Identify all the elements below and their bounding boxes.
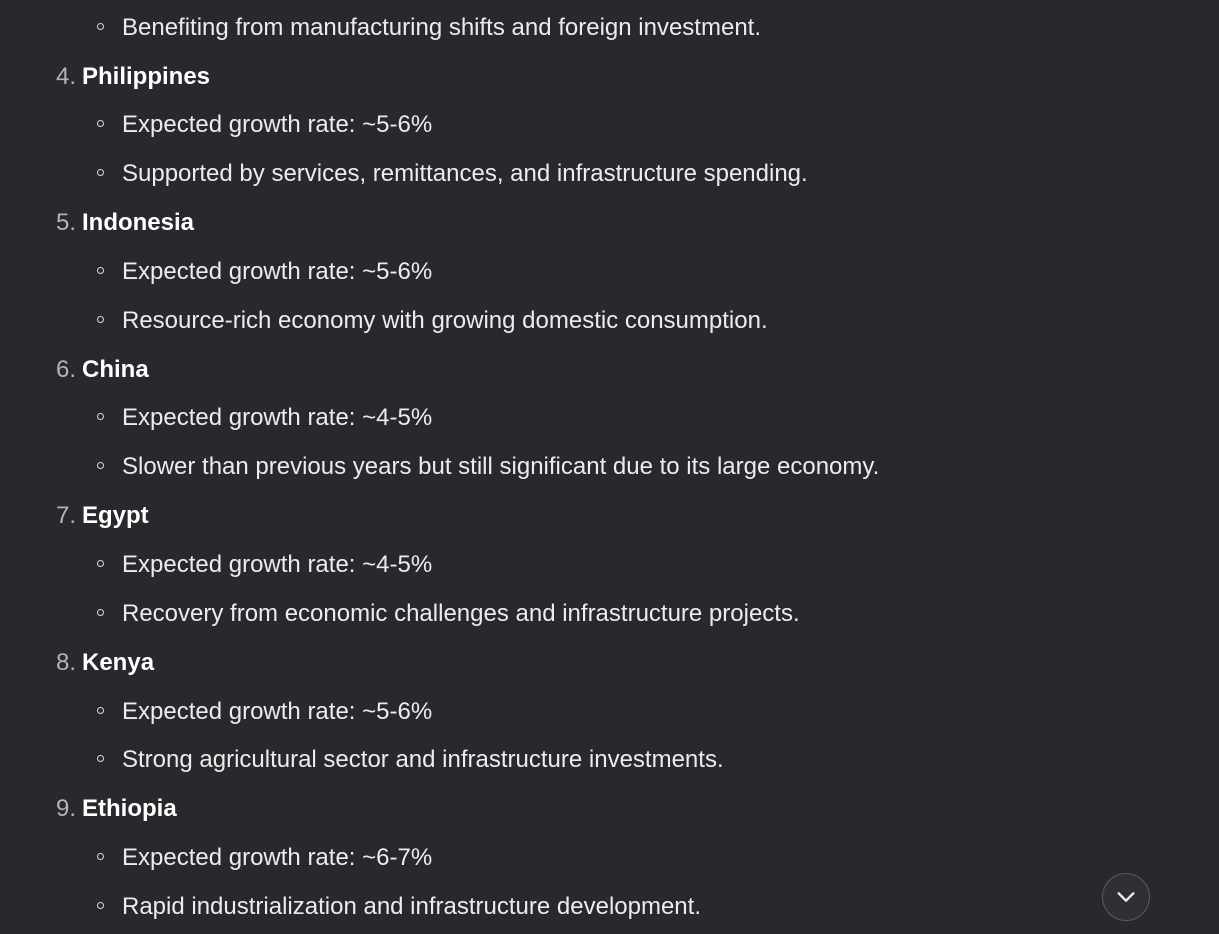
bullet-circle-icon — [97, 120, 104, 127]
country-name: Ethiopia — [82, 795, 177, 822]
bullet-circle-icon — [97, 609, 104, 616]
bullet-circle-icon — [97, 413, 104, 420]
country-name: China — [82, 356, 149, 383]
bullet-circle-icon — [97, 462, 104, 469]
bullet-circle-icon — [97, 707, 104, 714]
bullet-circle-icon — [97, 853, 104, 860]
bullet-circle-icon — [97, 23, 104, 30]
bullet-text: Expected growth rate: ~5-6% — [122, 111, 433, 138]
list-number: 8. — [56, 649, 77, 676]
bullet-circle-icon — [97, 902, 104, 909]
bullet-circle-icon — [97, 316, 104, 323]
list-number: 6. — [56, 356, 77, 383]
bullet-circle-icon — [97, 560, 104, 567]
list-number: 5. — [56, 209, 77, 236]
country-name: Indonesia — [82, 209, 195, 236]
bullet-text: Expected growth rate: ~4-5% — [122, 404, 433, 431]
country-name: Kenya — [82, 649, 155, 676]
bullet-circle-icon — [97, 267, 104, 274]
bullet-text: Slower than previous years but still sig… — [122, 453, 880, 480]
bullet-text: Rapid industrialization and infrastructu… — [122, 893, 701, 920]
list-number: 7. — [56, 502, 77, 529]
country-name: Egypt — [82, 502, 149, 529]
country-name: Philippines — [82, 63, 211, 90]
bullet-circle-icon — [97, 169, 104, 176]
bullet-text: Expected growth rate: ~5-6% — [122, 258, 433, 285]
bullet-text: Expected growth rate: ~4-5% — [122, 551, 433, 578]
bullet-text: Supported by services, remittances, and … — [122, 160, 808, 187]
bullet-text: Resource-rich economy with growing domes… — [122, 307, 768, 334]
scroll-to-bottom-button[interactable] — [1102, 873, 1150, 921]
bullet-text: Recovery from economic challenges and in… — [122, 600, 800, 627]
bullet-text: Expected growth rate: ~6-7% — [122, 844, 433, 871]
bullet-text: Expected growth rate: ~5-6% — [122, 698, 433, 725]
bullet-circle-icon — [97, 755, 104, 762]
list-number: 4. — [56, 63, 77, 90]
chevron-down-icon — [1117, 892, 1135, 902]
bullet-text: Benefiting from manufacturing shifts and… — [122, 14, 761, 41]
bullet-text: Strong agricultural sector and infrastru… — [122, 746, 724, 773]
list-number: 9. — [56, 795, 77, 822]
